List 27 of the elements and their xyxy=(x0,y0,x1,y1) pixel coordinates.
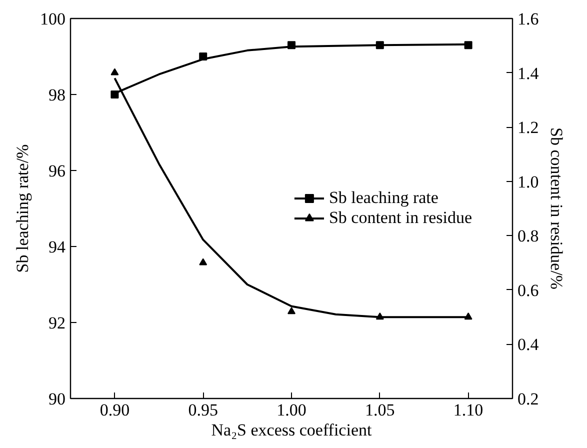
x-tick-label: 0.95 xyxy=(188,400,218,420)
x-tick-label: 1.10 xyxy=(453,400,484,420)
y-axis-title: Sb leaching rate/% xyxy=(13,144,32,273)
point xyxy=(288,307,296,314)
point xyxy=(110,68,119,76)
legend-label: Sb leaching rate xyxy=(328,188,438,208)
x-axis-title: Na₂S excess coefficient xyxy=(211,420,372,440)
x-tick-label: 0.90 xyxy=(100,400,130,420)
y-tick-label: 100 xyxy=(40,10,66,28)
y2-tick-label: 1.4 xyxy=(518,64,540,83)
y2-tick-label: 0.2 xyxy=(518,390,539,408)
y-tick-label: 94 xyxy=(48,238,66,256)
point xyxy=(199,258,208,266)
y-tick-label: 90 xyxy=(48,390,66,408)
y2-tick-label: 1.0 xyxy=(518,172,539,192)
y2-tick-label: 0.6 xyxy=(518,280,539,300)
y-tick-label: 96 xyxy=(48,162,66,180)
y-tick-label: 98 xyxy=(48,86,66,104)
x-tick-label: 1.05 xyxy=(365,400,395,420)
y2-tick-label: 1.6 xyxy=(518,10,539,28)
legend-label: Sb content in residue xyxy=(328,208,472,228)
y2-tick-label: 0.4 xyxy=(518,335,540,354)
y2-axis-title: Sb content in residue/% xyxy=(546,128,566,290)
y2-tick-label: 0.8 xyxy=(518,226,539,246)
y-tick-label: 92 xyxy=(48,314,66,332)
x-tick-label: 1.00 xyxy=(276,400,306,420)
y2-tick-label: 1.2 xyxy=(518,118,539,138)
